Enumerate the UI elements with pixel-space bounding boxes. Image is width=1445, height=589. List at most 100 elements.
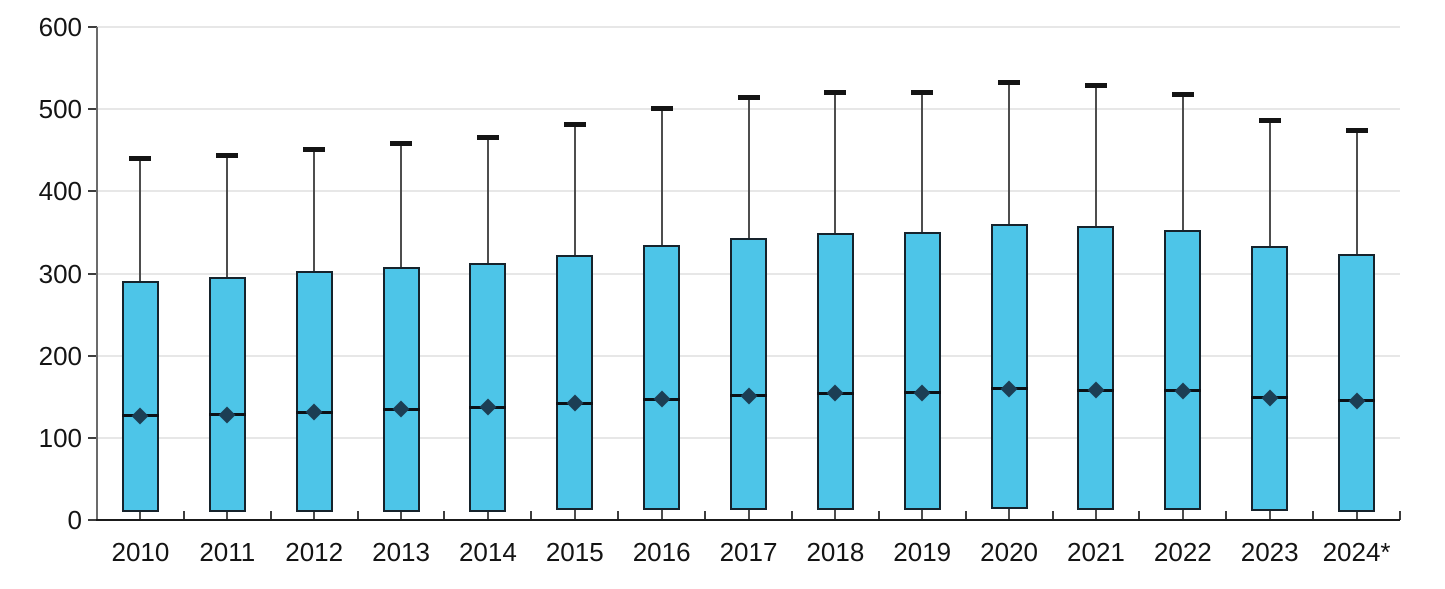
whisker-cap xyxy=(476,135,499,141)
x-tick-label: 2022 xyxy=(1153,537,1212,567)
y-axis-tick xyxy=(88,519,97,521)
box xyxy=(469,262,507,512)
x-tick-label: 2024* xyxy=(1322,537,1391,567)
x-tick-label: 2023 xyxy=(1240,537,1299,567)
upper-whisker xyxy=(486,137,489,263)
x-tick-label: 2011 xyxy=(199,537,256,567)
y-axis-tick xyxy=(88,272,97,275)
x-axis-tick xyxy=(877,511,880,520)
box xyxy=(903,231,941,511)
box xyxy=(295,271,333,512)
x-axis-tick xyxy=(356,511,359,520)
x-tick-label: 2014 xyxy=(458,537,517,567)
box xyxy=(1251,245,1289,511)
whisker-cap xyxy=(129,155,152,161)
lower-whisker xyxy=(400,511,403,520)
lower-whisker xyxy=(660,510,663,520)
y-tick-label: 100 xyxy=(38,422,82,453)
whisker-cap xyxy=(650,105,673,111)
x-axis-tick xyxy=(1138,511,1141,520)
x-tick-label: 2016 xyxy=(632,537,691,567)
lower-whisker xyxy=(1094,510,1097,520)
y-axis-tick xyxy=(88,354,97,357)
x-tick-label: 2015 xyxy=(545,537,604,567)
lower-whisker xyxy=(139,511,142,520)
y-tick-label: 400 xyxy=(38,176,82,207)
lower-whisker xyxy=(834,510,837,520)
upper-whisker xyxy=(1268,120,1271,246)
upper-whisker xyxy=(313,149,316,272)
x-axis-tick xyxy=(443,511,446,520)
lower-whisker xyxy=(1355,511,1358,520)
upper-whisker xyxy=(921,92,924,232)
y-tick-label: 0 xyxy=(67,505,82,535)
x-tick-label: 2013 xyxy=(372,537,430,567)
whisker-cap xyxy=(1171,91,1194,97)
whisker-cap xyxy=(824,90,847,96)
y-tick-label: 600 xyxy=(38,12,82,42)
y-axis-tick xyxy=(88,26,97,28)
x-axis-tick xyxy=(964,511,967,520)
x-tick-label: 2017 xyxy=(719,537,778,567)
x-axis-tick xyxy=(1051,511,1054,520)
lower-whisker xyxy=(1181,510,1184,520)
y-tick-label: 200 xyxy=(38,340,82,371)
y-axis-line xyxy=(96,27,98,520)
lower-whisker xyxy=(1268,510,1271,520)
x-axis-tick xyxy=(1225,511,1228,520)
box xyxy=(208,276,246,512)
whisker-cap xyxy=(563,122,586,128)
upper-whisker xyxy=(400,143,403,267)
upper-whisker xyxy=(573,124,576,255)
upper-whisker xyxy=(660,108,663,245)
x-tick-label: 2010 xyxy=(111,537,170,567)
whisker-cap xyxy=(303,146,326,152)
lower-whisker xyxy=(573,510,576,520)
x-axis-tick xyxy=(182,511,185,520)
y-tick-label: 300 xyxy=(38,258,82,289)
box xyxy=(1164,229,1202,511)
lower-whisker xyxy=(921,510,924,520)
box xyxy=(1077,225,1115,511)
upper-whisker xyxy=(139,158,142,281)
box xyxy=(990,224,1028,510)
whisker-cap xyxy=(737,95,760,101)
x-tick-label: 2012 xyxy=(285,537,344,567)
y-axis-tick xyxy=(88,190,97,193)
x-tick-label: 2021 xyxy=(1067,537,1125,567)
y-axis-tick xyxy=(88,108,97,111)
whisker-cap xyxy=(1258,118,1281,124)
x-axis-tick xyxy=(790,511,793,520)
box xyxy=(121,280,159,512)
x-axis-tick xyxy=(530,511,533,520)
whisker-cap xyxy=(1345,128,1368,134)
whisker-cap xyxy=(216,152,239,158)
x-tick-label: 2018 xyxy=(806,537,865,567)
upper-whisker xyxy=(834,92,837,234)
upper-whisker xyxy=(1181,94,1184,230)
box xyxy=(643,244,681,511)
whisker-cap xyxy=(911,90,934,96)
x-axis-tick xyxy=(704,511,707,520)
gridline xyxy=(97,26,1400,28)
upper-whisker xyxy=(226,155,229,277)
upper-whisker xyxy=(1355,130,1358,254)
x-tick-label: 2020 xyxy=(980,537,1039,567)
upper-whisker xyxy=(747,97,750,239)
x-axis-tick xyxy=(1399,511,1401,520)
upper-whisker xyxy=(1094,85,1097,226)
whisker-cap xyxy=(390,141,413,147)
y-tick-label: 500 xyxy=(38,94,82,125)
box xyxy=(556,254,594,511)
lower-whisker xyxy=(1008,509,1011,520)
box xyxy=(730,238,767,511)
lower-whisker xyxy=(226,511,229,520)
lower-whisker xyxy=(313,511,316,520)
x-axis-tick xyxy=(1312,511,1315,520)
y-axis-tick xyxy=(88,436,97,439)
whisker-cap xyxy=(1084,82,1107,88)
upper-whisker xyxy=(1008,82,1011,225)
box xyxy=(382,266,420,512)
lower-whisker xyxy=(486,511,489,520)
x-axis-line xyxy=(96,519,1400,521)
